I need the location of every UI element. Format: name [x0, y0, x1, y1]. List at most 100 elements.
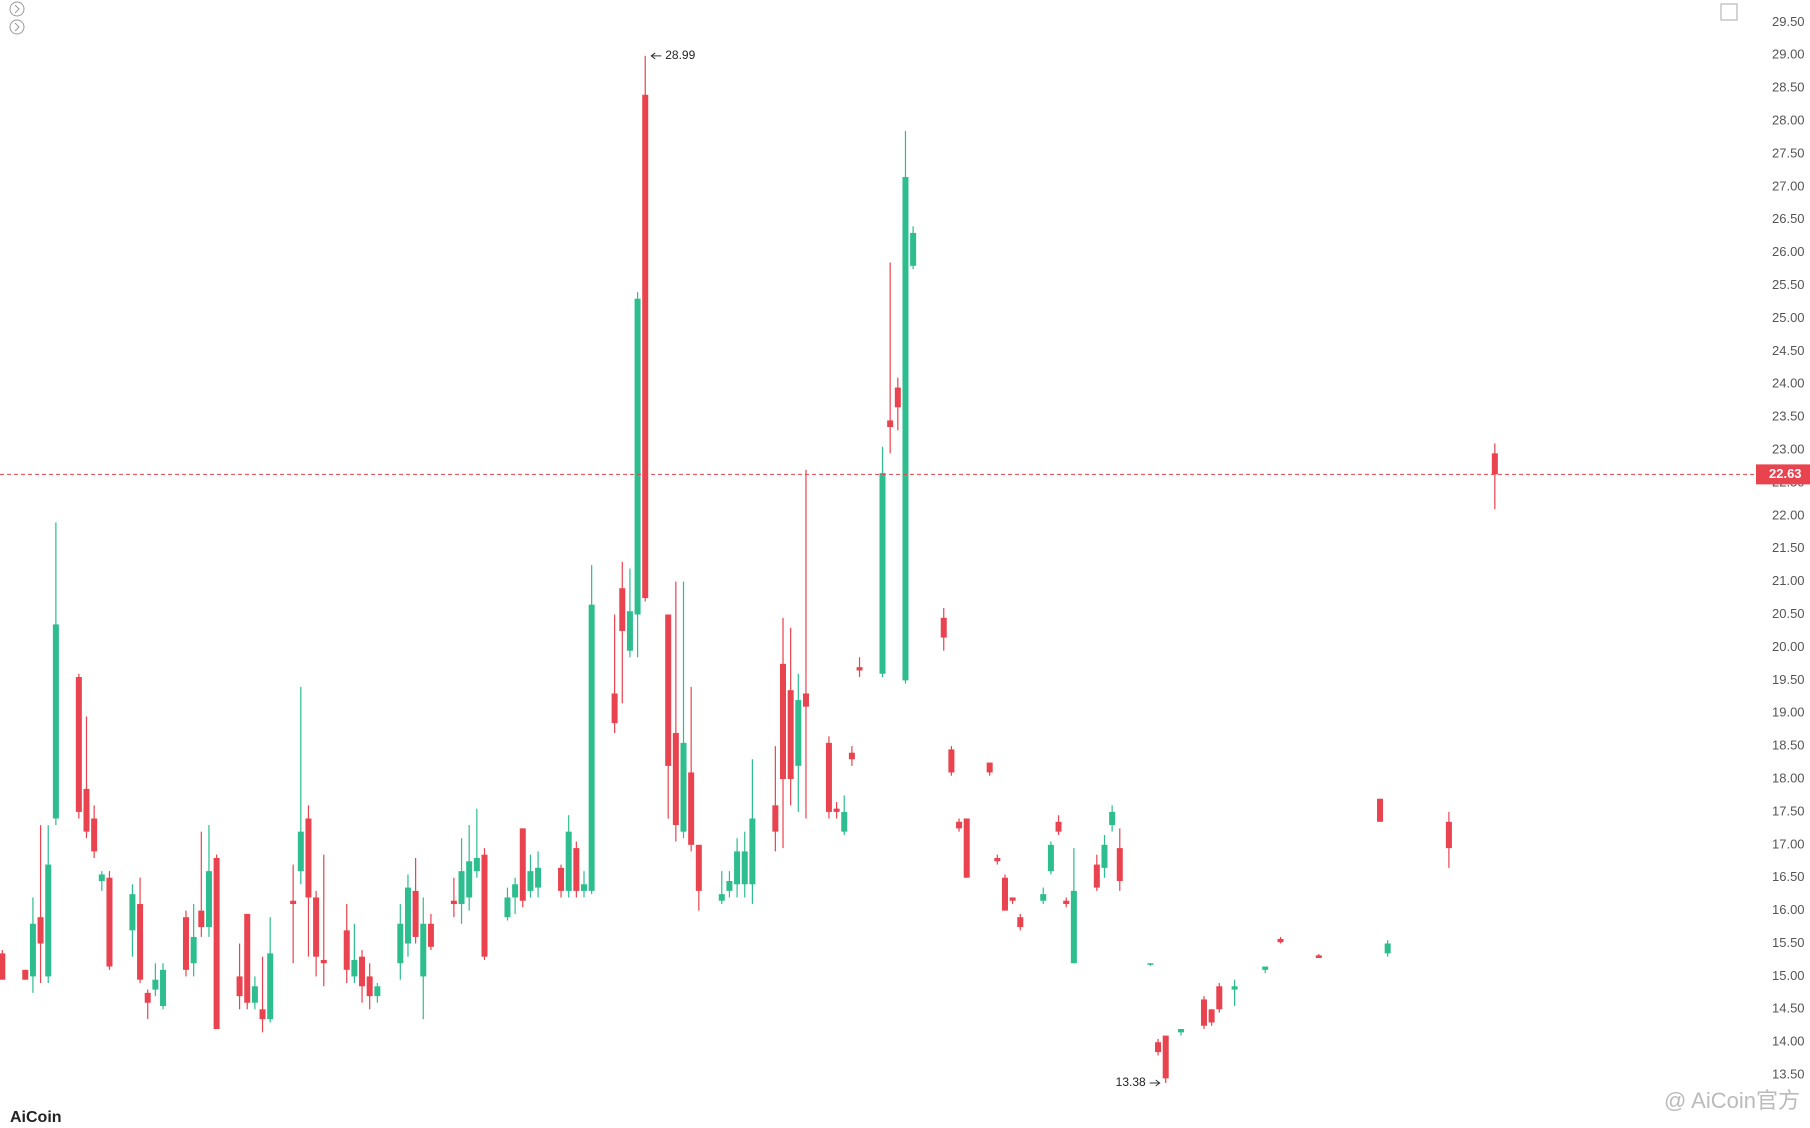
candle-body: [841, 811, 848, 832]
candle-body: [1093, 864, 1100, 888]
candle-body: [198, 910, 205, 928]
y-tick-label: 13.50: [1772, 1067, 1805, 1082]
y-tick-label: 26.00: [1772, 244, 1805, 259]
candle-body: [397, 923, 404, 964]
y-tick-label: 23.50: [1772, 409, 1805, 424]
candle-body: [512, 884, 519, 898]
candle-body: [1262, 966, 1269, 970]
candle-body: [1147, 963, 1154, 965]
y-tick-label: 20.00: [1772, 639, 1805, 654]
expand-button[interactable]: [9, 1, 25, 17]
candle-body: [956, 821, 963, 829]
candle-body: [359, 956, 366, 987]
candle-body: [251, 986, 258, 1003]
candle-body: [940, 617, 947, 638]
candle-body: [848, 752, 855, 760]
expand-button[interactable]: [9, 19, 25, 35]
y-tick-label: 21.00: [1772, 573, 1805, 588]
candle-body: [297, 831, 304, 872]
candle-body: [351, 959, 358, 977]
min-annotation: 13.38: [1116, 1075, 1146, 1089]
candle-body: [267, 953, 274, 1020]
candle-body: [994, 857, 1001, 862]
candle-body: [718, 894, 725, 901]
candle-body: [588, 604, 595, 891]
candle-body: [205, 871, 212, 928]
candle-body: [1109, 811, 1116, 826]
y-tick-label: 26.50: [1772, 211, 1805, 226]
candle-body: [558, 867, 565, 891]
candle-body: [52, 624, 59, 819]
y-tick-label: 18.50: [1772, 738, 1805, 753]
candle-body: [1116, 848, 1123, 882]
y-tick-label: 28.50: [1772, 80, 1805, 95]
candle-body: [565, 831, 572, 891]
candle-body: [1155, 1042, 1162, 1053]
candle-body: [466, 861, 473, 898]
candle-body: [182, 917, 189, 970]
candle-body: [1491, 453, 1498, 475]
candle-body: [1200, 999, 1207, 1026]
candle-body: [404, 887, 411, 944]
candle-body: [1208, 1009, 1215, 1023]
candle-body: [573, 848, 580, 891]
candle-body: [75, 677, 82, 812]
candle-body: [1040, 894, 1047, 901]
candle-body: [129, 894, 136, 931]
candle-body: [672, 732, 679, 826]
candle-body: [726, 881, 733, 891]
y-tick-label: 27.00: [1772, 178, 1805, 193]
candle-body: [22, 969, 29, 980]
candle-body: [83, 788, 90, 832]
watermark: @ AiCoin官方: [1664, 1088, 1800, 1113]
candle-body: [619, 588, 626, 631]
candle-body: [313, 897, 320, 957]
y-tick-label: 28.00: [1772, 113, 1805, 128]
candle-body: [504, 897, 511, 918]
candle-body: [680, 742, 687, 832]
candle-body: [236, 976, 243, 997]
candle-body: [0, 953, 6, 980]
candle-body: [190, 936, 197, 964]
candle-body: [45, 864, 52, 977]
candle-body: [695, 844, 702, 891]
candle-body: [343, 930, 350, 970]
candle-body: [1063, 900, 1070, 905]
candle-body: [772, 805, 779, 832]
last-price-tag: [1756, 464, 1810, 485]
candle-body: [802, 693, 809, 707]
chevron: [14, 4, 20, 14]
y-tick-label: 21.50: [1772, 540, 1805, 555]
candle-body: [856, 667, 863, 671]
candle-body: [458, 871, 465, 905]
candle-body: [894, 387, 901, 408]
candle-body: [412, 890, 419, 937]
y-tick-label: 20.50: [1772, 606, 1805, 621]
y-tick-label: 25.50: [1772, 277, 1805, 292]
candle-body: [1178, 1029, 1185, 1033]
y-tick-label: 17.50: [1772, 803, 1805, 818]
candle-body: [427, 923, 434, 947]
candle-body: [481, 854, 488, 957]
candle-body: [106, 877, 113, 967]
y-tick-label: 19.50: [1772, 672, 1805, 687]
y-tick-label: 14.00: [1772, 1034, 1805, 1049]
candle-body: [879, 473, 886, 674]
y-tick-label: 24.50: [1772, 343, 1805, 358]
candle-body: [1384, 943, 1391, 954]
candle-body: [642, 94, 649, 599]
candle-body: [527, 871, 534, 891]
candle-body: [1055, 821, 1062, 832]
candle-body: [963, 818, 970, 878]
candle-body: [152, 979, 159, 990]
candle-body: [1231, 986, 1238, 990]
candle-body: [160, 969, 167, 1007]
fullscreen-button[interactable]: [1720, 3, 1738, 21]
y-tick-label: 18.00: [1772, 770, 1805, 785]
candle-body: [305, 818, 312, 898]
candle-body: [741, 851, 748, 885]
candle-body: [734, 851, 741, 885]
candle-body: [420, 923, 427, 977]
y-tick-label: 16.00: [1772, 902, 1805, 917]
